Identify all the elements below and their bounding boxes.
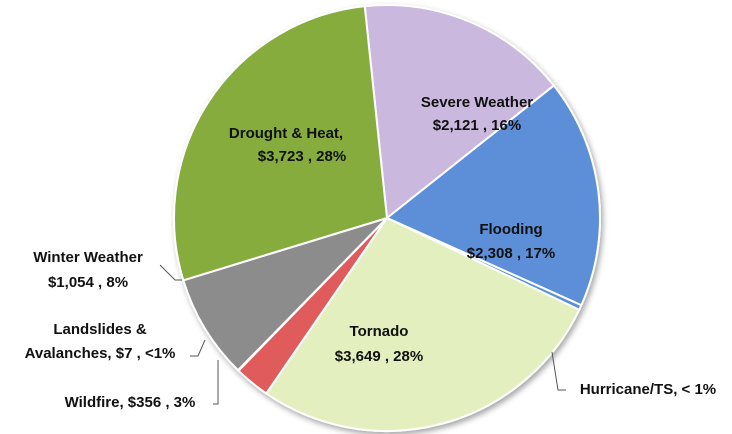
label-winter-weather: Winter Weather $1,054 , 8% bbox=[33, 249, 143, 291]
label-hurricane-line1: Hurricane/TS, < 1% bbox=[580, 381, 716, 398]
leader-line-landslides bbox=[190, 339, 206, 357]
label-severe-weather-line1: Severe Weather bbox=[421, 94, 533, 111]
label-drought-line2: $3,723 , 28% bbox=[258, 148, 346, 165]
pie-slice-flooding bbox=[385, 84, 601, 307]
label-flooding-line1: Flooding bbox=[479, 221, 542, 238]
pie-slices bbox=[173, 4, 601, 432]
label-drought-line1: Drought & Heat, bbox=[229, 125, 343, 142]
pie-slice-drought-heat bbox=[173, 5, 389, 282]
pie-slice-winter-weather bbox=[182, 217, 388, 372]
label-wildfire: Wildfire, $356 , 3% bbox=[65, 394, 196, 411]
label-tornado: Tornado $3,649 , 28% bbox=[335, 323, 423, 365]
label-drought: Drought & Heat, $3,723 , 28% bbox=[229, 125, 346, 165]
label-severe-weather: Severe Weather $2,121 , 16% bbox=[421, 94, 533, 134]
leader-line-hurricane bbox=[551, 351, 566, 391]
leader-line-wildfire bbox=[213, 360, 219, 405]
label-landslides: Landslides & Avalanches, $7 , <1% bbox=[25, 321, 176, 362]
leader-lines bbox=[159, 264, 566, 405]
label-winter-weather-line2: $1,054 , 8% bbox=[48, 274, 128, 291]
label-flooding-line2: $2,308 , 17% bbox=[467, 245, 555, 262]
label-wildfire-line1: Wildfire, $356 , 3% bbox=[65, 394, 196, 411]
pie-slice-tornado bbox=[264, 216, 581, 432]
label-tornado-line1: Tornado bbox=[350, 323, 409, 340]
label-winter-weather-line1: Winter Weather bbox=[33, 249, 143, 266]
label-flooding: Flooding $2,308 , 17% bbox=[467, 221, 555, 262]
label-landslides-line1: Landslides & bbox=[53, 321, 147, 338]
leader-line-winter bbox=[159, 264, 182, 281]
pie-slice-severe-weather bbox=[363, 4, 556, 220]
label-hurricane: Hurricane/TS, < 1% bbox=[580, 381, 716, 398]
label-tornado-line2: $3,649 , 28% bbox=[335, 348, 423, 365]
label-severe-weather-line2: $2,121 , 16% bbox=[433, 117, 521, 134]
label-landslides-line2: Avalanches, $7 , <1% bbox=[25, 345, 176, 362]
